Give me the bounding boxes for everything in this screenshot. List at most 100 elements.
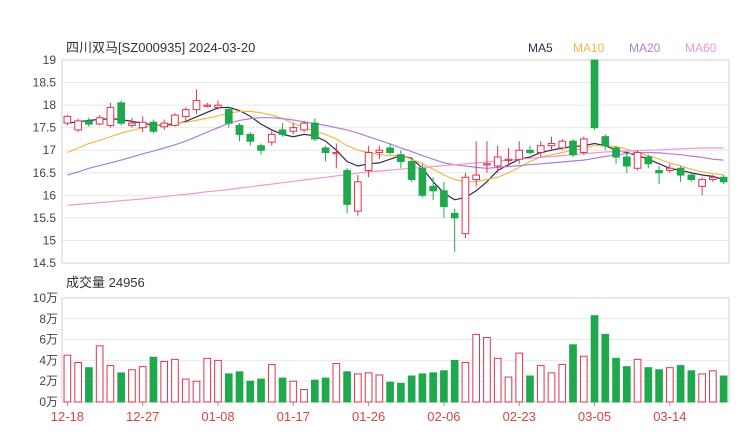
legend-ma20: MA20: [629, 41, 661, 55]
price-y-axis: 19 18.5 18 17.5 17 16.5 16 15.5 15 14.5: [33, 53, 57, 270]
volume-bar-down: [440, 370, 448, 403]
volume-bar-down: [149, 356, 158, 403]
volume-bar-up: [203, 357, 212, 403]
candle-down: [418, 167, 427, 196]
price-y-tick-label: 16: [43, 188, 57, 202]
candle-up: [106, 106, 115, 126]
candle-up: [536, 145, 545, 153]
candle-down: [321, 147, 330, 153]
candle-down: [386, 147, 394, 153]
candle-down: [719, 176, 728, 183]
legend-ma5: MA5: [528, 41, 553, 55]
volume-bar-down: [655, 369, 663, 403]
candle-up: [289, 127, 298, 132]
volume-bar-up: [375, 374, 384, 403]
candle-down: [85, 120, 93, 125]
x-tick-label: 12-27: [126, 409, 159, 424]
candle-up: [515, 149, 524, 160]
volume-bar-down: [407, 375, 416, 403]
price-gridlines: [61, 59, 730, 264]
volume-bar-down: [397, 382, 405, 403]
volume-bar-up: [106, 365, 115, 403]
price-y-tick-label: 17: [43, 143, 57, 157]
volume-bar-up: [558, 364, 567, 403]
volume-bar-up: [515, 352, 524, 403]
candle-up: [493, 156, 502, 167]
price-frame: [61, 59, 730, 264]
volume-panel: 成交量 24956 10万 8万 6万 4万 2万 0万 12-18 12-27 01-08 0…: [33, 275, 730, 424]
volume-frame: [61, 297, 730, 403]
candle-down: [644, 156, 653, 165]
candle-up: [138, 121, 147, 129]
volume-bar-down: [601, 333, 610, 403]
candle-up: [267, 133, 276, 143]
candle-up: [192, 100, 201, 111]
x-tick-label: 02-23: [503, 409, 536, 424]
volume-bar-down: [117, 372, 126, 403]
price-y-tick-label: 15: [43, 233, 57, 247]
price-y-tick-label: 17.5: [33, 121, 57, 135]
candle-down: [149, 121, 158, 132]
candle-up: [709, 176, 717, 181]
volume-bar-up: [698, 373, 706, 403]
volume-bar-down: [676, 365, 685, 403]
candle-up: [171, 114, 179, 126]
price-y-tick-label: 15.5: [33, 211, 57, 225]
candle-up: [504, 158, 513, 161]
x-tick-label: 01-17: [277, 409, 310, 424]
volume-bar-up: [633, 358, 642, 403]
candle-down: [687, 174, 696, 181]
candle-up: [354, 181, 362, 212]
candle-up: [181, 109, 190, 117]
volume-bar-down: [418, 373, 427, 403]
volume-bars: [63, 315, 728, 403]
candle-up: [483, 163, 491, 166]
volume-bar-up: [128, 369, 136, 403]
candle-up: [665, 167, 674, 172]
volume-bar-up: [504, 376, 513, 403]
candle-down: [429, 185, 437, 192]
candle-up: [214, 104, 222, 108]
candle-up: [579, 138, 588, 153]
volume-y-axis: 10万 8万 6万 4万 2万 0万: [33, 291, 58, 409]
volume-bar-up: [536, 365, 545, 403]
volume-title: 成交量 24956: [66, 275, 145, 290]
volume-bar-up: [709, 370, 717, 403]
volume-bar-up: [74, 361, 82, 403]
candle-up: [332, 151, 341, 155]
legend-ma10: MA10: [573, 41, 605, 55]
volume-bar-up: [493, 357, 502, 403]
candle-down: [676, 167, 685, 176]
volume-bar-down: [590, 315, 599, 403]
candle-down: [310, 122, 319, 140]
volume-bar-up: [364, 372, 373, 403]
volume-y-tick-label: 2万: [39, 374, 58, 388]
candlesticks: [63, 59, 728, 252]
candle-down: [246, 133, 255, 142]
volume-bar-up: [181, 378, 190, 403]
date-x-axis: 12-18 12-27 01-08 01-17 01-26 02-06 02-23 03-05…: [51, 402, 686, 424]
volume-bar-up: [300, 389, 308, 403]
volume-y-tick-label: 8万: [39, 312, 58, 326]
legend-ma60: MA60: [685, 41, 717, 55]
candle-up: [300, 122, 308, 131]
candle-down: [117, 102, 126, 124]
candle-up: [698, 179, 706, 187]
candle-down: [224, 109, 233, 124]
volume-bar-up: [579, 355, 588, 403]
price-y-tick-label: 19: [43, 53, 57, 67]
volume-bar-up: [332, 363, 341, 403]
candle-up: [74, 120, 82, 131]
volume-bar-up: [95, 345, 104, 403]
candle-up: [461, 176, 470, 235]
volume-bar-down: [321, 377, 330, 403]
price-y-tick-label: 18: [43, 98, 57, 112]
x-tick-label: 01-26: [352, 409, 385, 424]
candle-up: [558, 140, 567, 149]
volume-bar-up: [665, 367, 674, 403]
volume-bar-down: [687, 370, 696, 403]
volume-bar-down: [526, 375, 534, 403]
volume-bar-down: [719, 375, 728, 403]
volume-bar-down: [310, 379, 319, 403]
volume-bar-up: [192, 380, 201, 403]
